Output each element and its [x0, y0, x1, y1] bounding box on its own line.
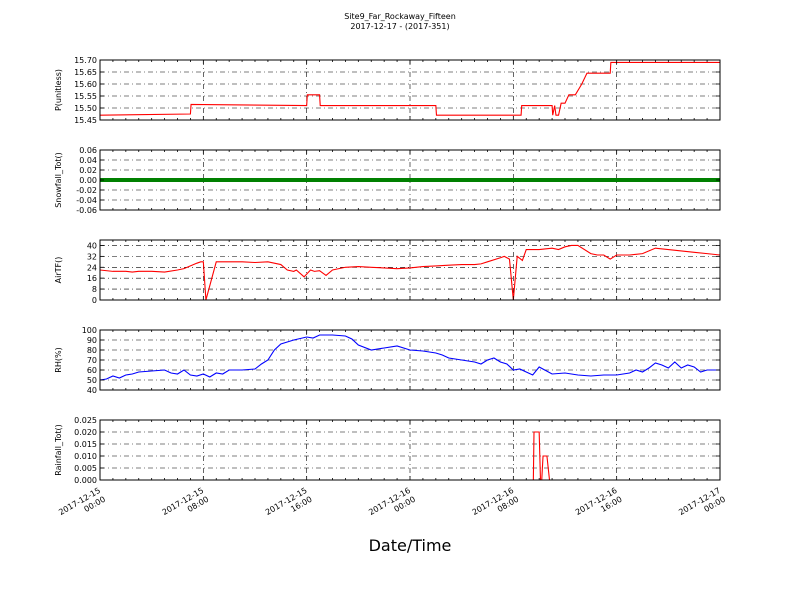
- panel-5: 0.000 0.005 0.010 0.015 0.020 0.025 Rainfall_T…: [54, 416, 721, 485]
- y-tick-label: 90: [87, 336, 97, 345]
- panels: 15.45 15.50 15.55 15.60 15.65 15.70 P(unitless…: [54, 56, 721, 485]
- y-tick-label: 8: [92, 285, 97, 294]
- x-tick-label: 2017-12-1516:00: [264, 486, 314, 526]
- y-tick-label: 0.02: [79, 166, 97, 175]
- panel-1: 15.45 15.50 15.55 15.60 15.65 15.70 P(unitless…: [54, 56, 721, 125]
- x-tick-label: 2017-12-1600:00: [367, 486, 417, 526]
- y-tick-label: 24: [87, 263, 97, 272]
- series-line: [99, 244, 721, 301]
- figure-subtitle: 2017-12-17 - (2017-351): [350, 22, 449, 31]
- y-tick-label: -0.04: [76, 196, 97, 205]
- panel-2: -0.06-0.04-0.020.000.020.040.06 Snowfall_…: [54, 146, 721, 215]
- x-tick-label: 2017-12-1500:00: [57, 486, 107, 526]
- y-tick-label: 0.000: [74, 476, 97, 485]
- y-tick-label: 0.04: [79, 156, 97, 165]
- y-tick-label: 40: [87, 241, 97, 250]
- y-tick-label: 80: [87, 346, 97, 355]
- y-tick-label: -0.02: [76, 186, 97, 195]
- x-tick-label: 2017-12-1616:00: [574, 486, 624, 526]
- y-tick-label: 0.00: [79, 176, 97, 185]
- x-tick-label: 2017-12-1700:00: [677, 486, 727, 526]
- series-line: [99, 334, 720, 381]
- y-tick-label: 60: [87, 366, 97, 375]
- y-tick-label: 0.005: [74, 464, 97, 473]
- series-line: [99, 61, 720, 116]
- y-axis-label: P(unitless): [54, 69, 63, 111]
- y-tick-label: 0.020: [74, 428, 97, 437]
- y-tick-label: -0.06: [76, 206, 97, 215]
- y-axis-label: AirTF(): [54, 257, 63, 284]
- y-tick-label: 100: [82, 326, 97, 335]
- x-tick-labels: 2017-12-1500:00 2017-12-1508:00 2017-12-15…: [57, 486, 727, 526]
- y-tick-label: 15.70: [74, 56, 97, 65]
- y-tick-label: 70: [87, 356, 97, 365]
- y-axis-label: Rainfall_Tot(): [54, 424, 63, 476]
- x-tick-label: 2017-12-1508:00: [161, 486, 211, 526]
- y-tick-label: 32: [87, 252, 97, 261]
- x-tick-label: 2017-12-1608:00: [471, 486, 521, 526]
- x-axis-label: Date/Time: [369, 536, 452, 555]
- y-tick-label: 15.55: [74, 92, 97, 101]
- y-tick-label: 15.65: [74, 68, 97, 77]
- y-tick-label: 15.45: [74, 116, 97, 125]
- y-tick-label: 0: [92, 296, 97, 305]
- y-tick-label: 15.60: [74, 80, 97, 89]
- y-tick-label: 50: [87, 376, 97, 385]
- y-axis-label: Snowfall_Tot(): [54, 152, 63, 208]
- y-tick-label: 40: [87, 386, 97, 395]
- figure-title: Site9_Far_Rockaway_Fifteen: [344, 12, 456, 21]
- y-tick-label: 0.06: [79, 146, 97, 155]
- y-axis-label: RH(%): [54, 347, 63, 372]
- y-tick-label: 16: [87, 274, 97, 283]
- y-tick-label: 0.010: [74, 452, 97, 461]
- panel-3: 0 8 16 24 32 40 AirTF(): [54, 239, 721, 305]
- y-tick-label: 0.015: [74, 440, 97, 449]
- y-tick-label: 15.50: [74, 104, 97, 113]
- y-tick-label: 0.025: [74, 416, 97, 425]
